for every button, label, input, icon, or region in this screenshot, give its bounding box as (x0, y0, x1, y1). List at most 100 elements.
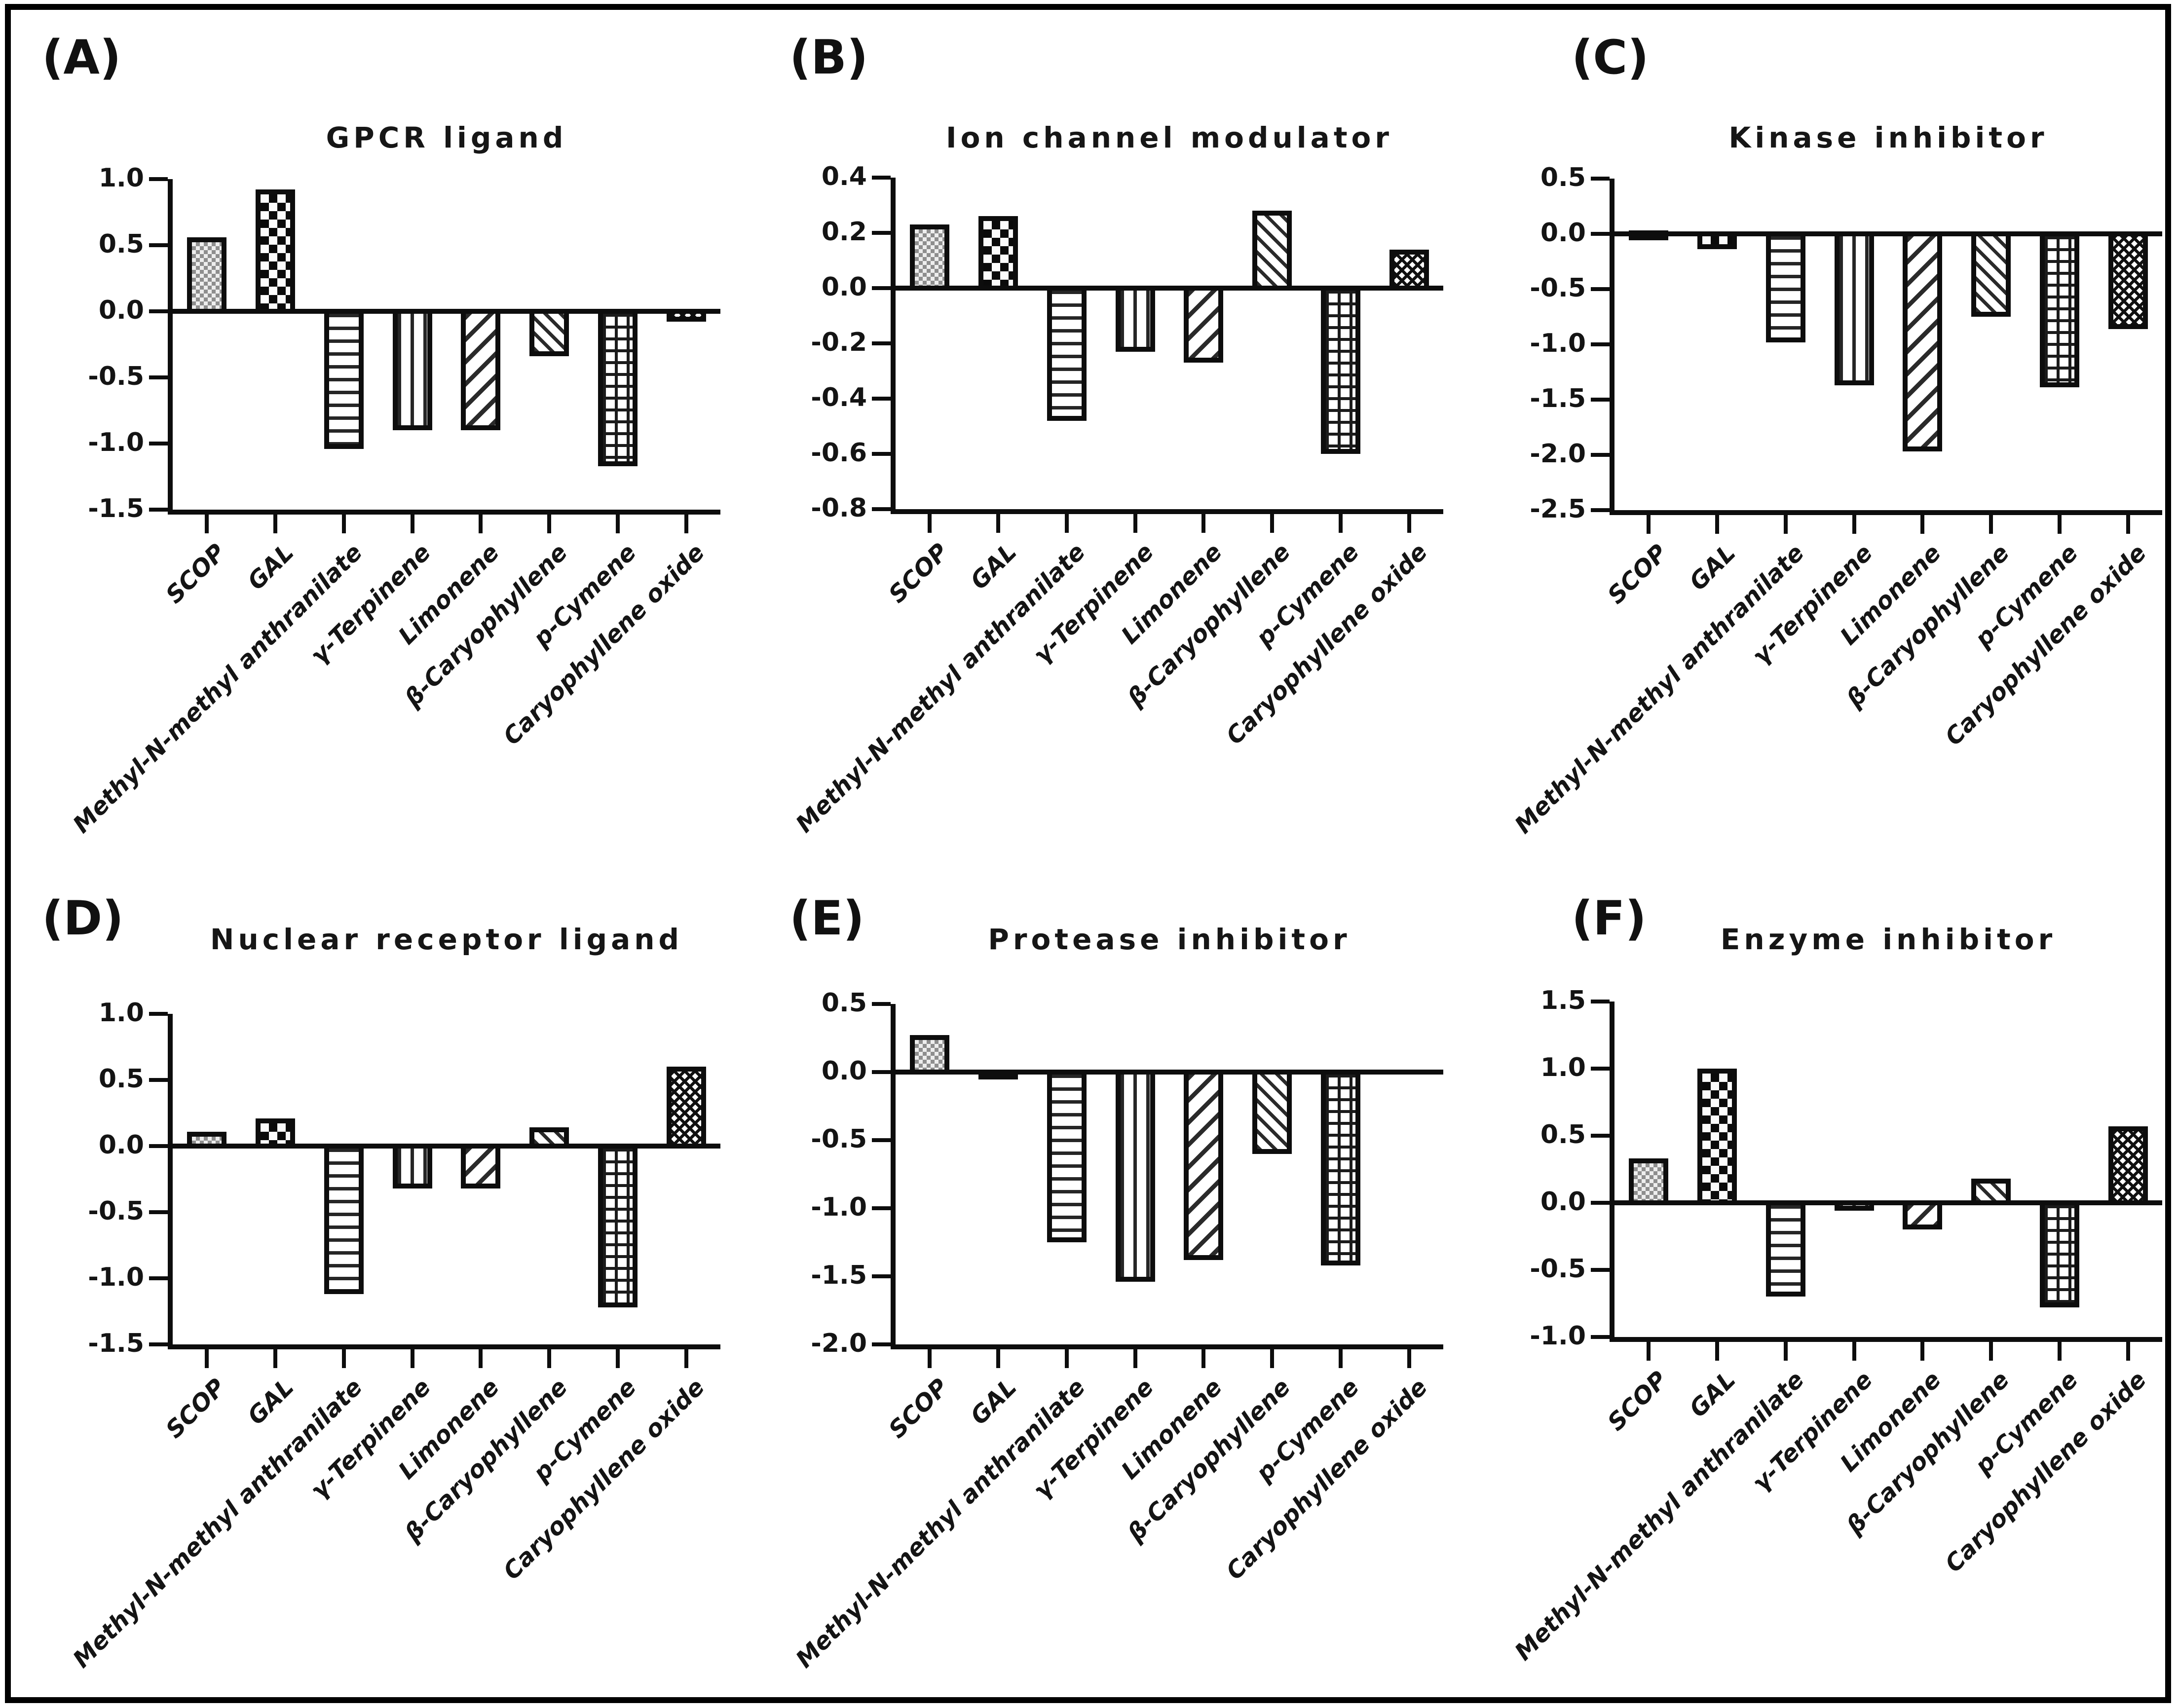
y-tick-label: 0.4 (821, 162, 867, 191)
bar-scop (910, 1035, 950, 1075)
y-tick-mark (149, 243, 168, 247)
x-tick-mark (1133, 514, 1137, 533)
y-tick-mark (149, 1144, 168, 1148)
bar-limonene (1903, 1200, 1943, 1230)
y-tick-mark (1591, 1134, 1610, 1138)
y-tick-mark (872, 452, 891, 456)
y-tick-mark (149, 1078, 168, 1082)
x-axis-line (891, 509, 1443, 514)
bar-p-cymene (1320, 1070, 1360, 1265)
bar-scop (187, 237, 227, 314)
y-tick-mark (149, 1276, 168, 1280)
y-tick-mark (1591, 1000, 1610, 1003)
y-tick-label: 0.5 (1540, 1120, 1586, 1150)
x-tick-mark (1201, 1349, 1206, 1368)
chart-title-d: Nuclear receptor ligand (210, 923, 683, 956)
bar-p-cymene (598, 309, 638, 466)
y-tick-label: -0.2 (811, 328, 867, 357)
y-tick-mark (149, 1342, 168, 1346)
x-tick-mark (1852, 1342, 1856, 1361)
x-tick-mark (2126, 1342, 2130, 1361)
bar-methyl-n-methyl-anthranilate (324, 309, 364, 449)
y-tick-mark (872, 507, 891, 511)
y-tick-label: 0.2 (821, 217, 867, 247)
panel-label-b: (B) (789, 31, 868, 85)
x-tick-mark (615, 1349, 620, 1368)
bar-gal (256, 189, 296, 314)
x-tick-mark (1647, 1342, 1651, 1361)
y-tick-mark (1591, 177, 1610, 181)
y-tick-label: 0.0 (1540, 1187, 1586, 1217)
x-axis-line (891, 1344, 1443, 1349)
x-tick-mark (1338, 514, 1343, 533)
y-tick-label: -1.0 (88, 1262, 144, 1292)
panel-label-c: (C) (1572, 31, 1649, 85)
y-tick-label: 0.5 (98, 1064, 144, 1094)
chart-title-c: Kinase inhibitor (1728, 121, 2048, 154)
y-axis-line (891, 178, 896, 514)
y-tick-mark (1591, 1335, 1610, 1339)
y-tick-mark (149, 508, 168, 512)
y-tick-mark (149, 177, 168, 181)
y-tick-mark (872, 1138, 891, 1142)
bar-methyl-n-methyl-anthranilate (1047, 1070, 1087, 1242)
y-tick-mark (1591, 342, 1610, 346)
y-tick-label: -0.5 (811, 1124, 867, 1154)
y-tick-label: -0.4 (811, 383, 867, 412)
y-tick-mark (872, 341, 891, 345)
y-tick-label: -0.5 (88, 1196, 144, 1226)
zero-baseline (173, 1144, 720, 1149)
x-tick-mark (615, 515, 620, 533)
y-tick-label: 0.5 (821, 988, 867, 1018)
bar-methyl-n-methyl-anthranilate (324, 1144, 364, 1295)
y-tick-label: -2.5 (1530, 494, 1586, 524)
zero-baseline (896, 1070, 1443, 1075)
x-tick-mark (1920, 1342, 1925, 1361)
bar--caryophyllene (529, 1127, 569, 1149)
bar-scop (1629, 230, 1669, 241)
y-tick-mark (1591, 1268, 1610, 1272)
bar--terpinene (392, 1144, 432, 1188)
y-axis-line (1610, 179, 1614, 515)
panel-label-d: (D) (42, 891, 124, 946)
y-tick-label: 0.0 (821, 1056, 867, 1086)
y-tick-label: 0.0 (821, 272, 867, 302)
bar-p-cymene (2039, 1200, 2079, 1308)
x-axis-line (1610, 1337, 2162, 1342)
zero-baseline (896, 286, 1443, 291)
bar-caryophyllene-oxide (2108, 231, 2148, 329)
y-tick-mark (1591, 1201, 1610, 1205)
bar--terpinene (1115, 286, 1155, 352)
x-tick-mark (1201, 514, 1206, 533)
x-tick-mark (410, 1349, 414, 1368)
y-tick-mark (149, 309, 168, 313)
bar--caryophyllene (1252, 211, 1292, 291)
bar-limonene (1184, 1070, 1224, 1260)
bar-methyl-n-methyl-anthranilate (1047, 286, 1087, 421)
y-tick-label: -1.5 (88, 494, 144, 523)
x-tick-mark (410, 515, 414, 533)
x-category-label: GAL (1684, 1366, 1741, 1423)
bar--caryophyllene (1252, 1070, 1292, 1154)
y-tick-mark (1591, 453, 1610, 457)
bar--caryophyllene (1971, 1179, 2011, 1205)
y-tick-mark (149, 442, 168, 446)
x-tick-mark (996, 1349, 1001, 1368)
bar--terpinene (392, 309, 432, 431)
x-tick-mark (479, 1349, 483, 1368)
y-tick-mark (872, 176, 891, 180)
y-tick-mark (872, 1274, 891, 1278)
bar-caryophyllene-oxide (666, 1067, 706, 1149)
y-tick-label: 1.0 (98, 998, 144, 1028)
y-tick-label: 0.5 (98, 229, 144, 259)
y-tick-label: -0.5 (1530, 273, 1586, 303)
y-tick-label: 0.0 (1540, 218, 1586, 248)
panel-label-e: (E) (789, 891, 864, 946)
x-tick-mark (1920, 515, 1925, 534)
x-tick-mark (547, 515, 552, 533)
